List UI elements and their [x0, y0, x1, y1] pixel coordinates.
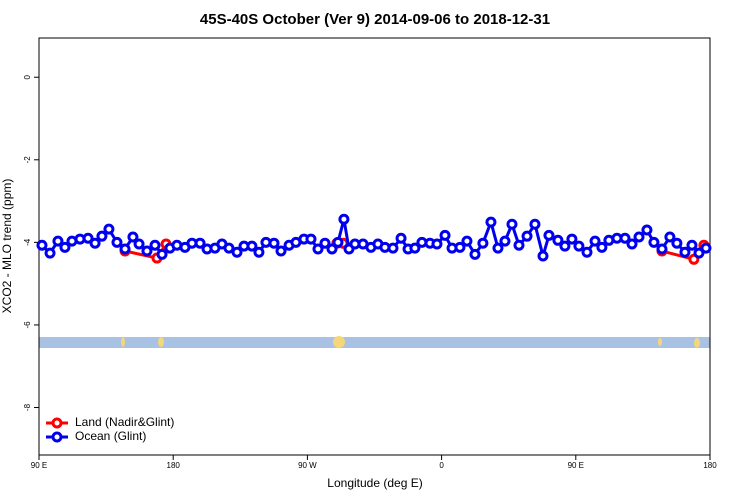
- data-point: [656, 243, 668, 255]
- data-point: [133, 238, 145, 250]
- data-point: [409, 242, 421, 254]
- data-point: [529, 218, 541, 230]
- data-point: [633, 231, 645, 243]
- data-point: [103, 223, 115, 235]
- x-tick-label: 90 E: [31, 461, 47, 470]
- data-point: [395, 232, 407, 244]
- data-point: [686, 239, 698, 251]
- data-point: [552, 234, 564, 246]
- y-axis-label: XCO2 - MLO trend (ppm): [0, 179, 14, 314]
- legend-marker: [51, 417, 63, 429]
- data-point: [693, 247, 705, 259]
- legend-marker: [51, 431, 63, 443]
- data-point: [36, 239, 48, 251]
- data-point: [89, 237, 101, 249]
- chart-title: 45S-40S October (Ver 9) 2014-09-06 to 20…: [200, 11, 550, 28]
- data-point: [52, 235, 64, 247]
- x-tick-label: 90 E: [568, 461, 584, 470]
- x-tick-label: 0: [439, 461, 444, 470]
- data-point: [246, 240, 258, 252]
- data-point: [506, 218, 518, 230]
- data-point: [111, 236, 123, 248]
- data-point: [477, 237, 489, 249]
- data-point: [149, 239, 161, 251]
- data-point: [319, 237, 331, 249]
- data-point: [439, 229, 451, 241]
- data-point: [499, 235, 511, 247]
- data-point: [573, 240, 585, 252]
- data-point: [566, 233, 578, 245]
- data-point: [492, 242, 504, 254]
- data-point: [141, 245, 153, 257]
- data-point: [469, 248, 481, 260]
- data-point: [44, 247, 56, 259]
- y-tick-label: -2: [23, 156, 32, 164]
- data-point: [194, 237, 206, 249]
- data-point: [82, 232, 94, 244]
- data-point: [664, 231, 676, 243]
- data-point: [431, 238, 443, 250]
- data-point: [513, 239, 525, 251]
- data-point: [305, 233, 317, 245]
- data-point: [59, 241, 71, 253]
- data-point: [332, 236, 344, 248]
- data-point: [223, 242, 235, 254]
- data-point: [127, 231, 139, 243]
- data-point: [537, 250, 549, 262]
- x-tick-label: 180: [703, 461, 717, 470]
- y-tick-label: -6: [23, 321, 32, 329]
- data-point: [275, 245, 287, 257]
- data-point: [521, 230, 533, 242]
- x-tick-label: 90 W: [298, 461, 317, 470]
- legend-label: Land (Nadir&Glint): [75, 415, 174, 429]
- data-point: [485, 216, 497, 228]
- data-point: [253, 246, 265, 258]
- data-point: [119, 243, 131, 255]
- y-tick-label: 0: [23, 74, 32, 79]
- data-point: [700, 242, 712, 254]
- data-point: [648, 236, 660, 248]
- data-point: [596, 241, 608, 253]
- data-point: [626, 238, 638, 250]
- data-point: [581, 246, 593, 258]
- legend: Land (Nadir&Glint) Ocean (Glint): [75, 415, 174, 443]
- data-point: [326, 243, 338, 255]
- data-point: [312, 243, 324, 255]
- data-point: [96, 230, 108, 242]
- x-tick-label: 180: [167, 461, 181, 470]
- y-tick-label: -4: [23, 238, 32, 246]
- data-point: [641, 224, 653, 236]
- y-tick-label: -8: [23, 403, 32, 411]
- data-point: [231, 246, 243, 258]
- land-ocean-strip: [39, 336, 710, 348]
- data-point: [461, 235, 473, 247]
- data-point: [268, 237, 280, 249]
- data-point: [338, 213, 350, 225]
- legend-label: Ocean (Glint): [75, 429, 146, 443]
- data-point: [679, 246, 691, 258]
- x-axis-label: Longitude (deg E): [327, 476, 422, 490]
- data-point: [619, 232, 631, 244]
- data-point: [671, 237, 683, 249]
- data-point: [454, 241, 466, 253]
- data-point: [589, 235, 601, 247]
- data-point: [387, 242, 399, 254]
- data-point: [543, 229, 555, 241]
- data-point: [559, 240, 571, 252]
- data-point: [156, 248, 168, 260]
